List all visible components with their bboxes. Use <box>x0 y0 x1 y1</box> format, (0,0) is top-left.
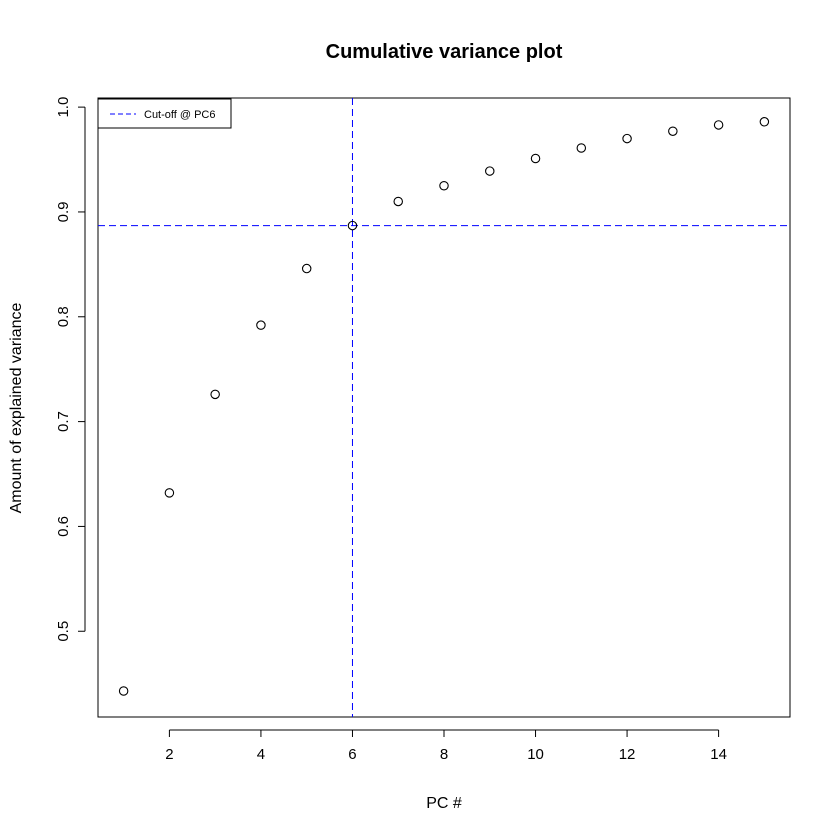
data-points <box>118 117 770 696</box>
y-tick-label: 0.5 <box>55 621 72 642</box>
data-point <box>256 320 266 330</box>
data-point <box>713 120 724 130</box>
data-point <box>530 153 541 164</box>
data-point <box>668 126 678 136</box>
y-tick-label: 0.9 <box>55 202 72 223</box>
data-point <box>118 686 129 696</box>
x-tick-label: 2 <box>165 746 173 763</box>
x-tick-label: 6 <box>348 746 356 763</box>
data-point <box>164 488 175 498</box>
y-tick-label: 0.8 <box>55 306 72 327</box>
legend-box <box>97 98 232 129</box>
data-point <box>485 166 495 176</box>
axes: 2 4 6 8 10 12 14 0.5 0.6 0.7 0.8 0.9 1.0 <box>55 97 791 763</box>
plot-frame <box>97 97 791 718</box>
x-tick-label: 8 <box>440 746 448 763</box>
x-tick-label: 4 <box>257 746 265 763</box>
data-point <box>439 180 449 191</box>
data-point <box>576 143 587 153</box>
chart-title: Cumulative variance plot <box>326 41 563 63</box>
x-axis-label: PC # <box>426 795 462 812</box>
data-point <box>301 263 312 274</box>
x-tick-label: 14 <box>710 746 727 763</box>
data-point <box>393 196 403 207</box>
y-tick-label: 0.6 <box>55 516 72 537</box>
cutoff-lines <box>98 98 790 717</box>
x-tick-label: 10 <box>527 746 544 763</box>
data-point <box>347 220 358 231</box>
y-tick-label: 1.0 <box>55 97 72 118</box>
data-point <box>759 117 770 127</box>
x-tick-label: 12 <box>619 746 636 763</box>
data-point <box>210 389 220 400</box>
data-point <box>622 133 632 144</box>
legend: Cut-off @ PC6 <box>97 98 232 129</box>
y-tick-label: 0.7 <box>55 411 72 432</box>
y-axis-label: Amount of explained variance <box>8 303 25 514</box>
legend-label: Cut-off @ PC6 <box>144 109 216 121</box>
